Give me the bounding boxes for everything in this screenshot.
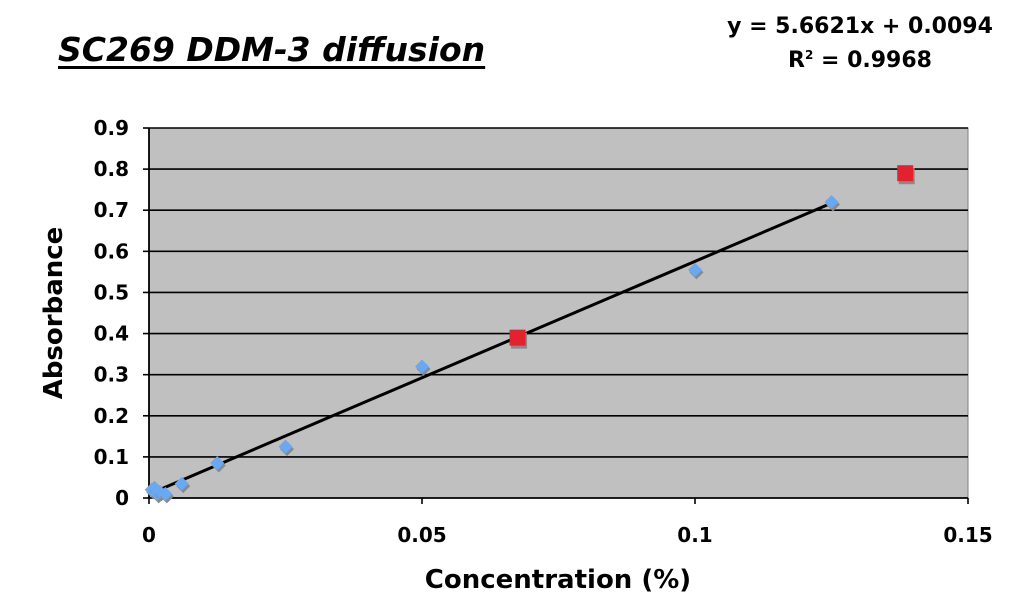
x-tick-label: 0.05 — [397, 523, 446, 547]
data-point-diamond — [415, 359, 429, 374]
y-tick-label: 0.2 — [94, 404, 129, 428]
y-tick-label: 0.6 — [94, 239, 129, 263]
y-tick-label: 0.4 — [94, 322, 129, 346]
y-tick-label: 0.1 — [94, 445, 129, 469]
data-point-diamond — [688, 262, 702, 277]
y-tick-label: 0.7 — [94, 198, 129, 222]
trendline-equation: y = 5.6621x + 0.0094 — [727, 14, 993, 39]
axes — [143, 127, 969, 504]
x-tick-label: 0 — [142, 523, 156, 547]
data-point-diamond — [210, 456, 225, 471]
data-point-diamond — [174, 476, 189, 491]
y-tick-label: 0.3 — [94, 363, 129, 387]
trendline — [151, 201, 833, 495]
r-squared-exponent: 2 — [804, 48, 814, 62]
chart-title: SC269 DDM-3 diffusion — [58, 30, 486, 69]
data-point-diamond — [278, 439, 293, 454]
x-tick-label: 0.1 — [677, 523, 712, 547]
trendline-equation-box: y = 5.6621x + 0.0094 R2 = 0.9968 — [700, 12, 1020, 75]
y-tick-label: 0.9 — [94, 116, 129, 140]
x-axis-title: Concentration (%) — [425, 565, 691, 595]
y-tick-label: 0 — [115, 486, 129, 510]
data-point-diamond — [158, 486, 173, 501]
data-point-square — [897, 165, 914, 182]
y-tick-label: 0.8 — [94, 157, 129, 181]
x-tick-label: 0.15 — [943, 523, 992, 547]
r-squared: R2 = 0.9968 — [700, 41, 1020, 75]
trendline-group — [151, 201, 833, 495]
gridlines — [149, 127, 968, 458]
y-axis-title: Absorbance — [39, 227, 69, 400]
data-point-square — [509, 329, 526, 346]
x-tick-labels: 0 0.05 0.1 0.15 — [142, 523, 993, 547]
y-tick-label: 0.5 — [94, 280, 129, 304]
r-squared-value: = 0.9968 — [813, 48, 932, 73]
data-point-diamond — [824, 195, 839, 209]
data-points — [144, 165, 915, 504]
y-tick-labels: 0 0.1 0.2 0.3 0.4 0.5 0.6 0.7 0.8 0.9 — [94, 116, 129, 510]
r-squared-prefix: R — [788, 48, 805, 73]
